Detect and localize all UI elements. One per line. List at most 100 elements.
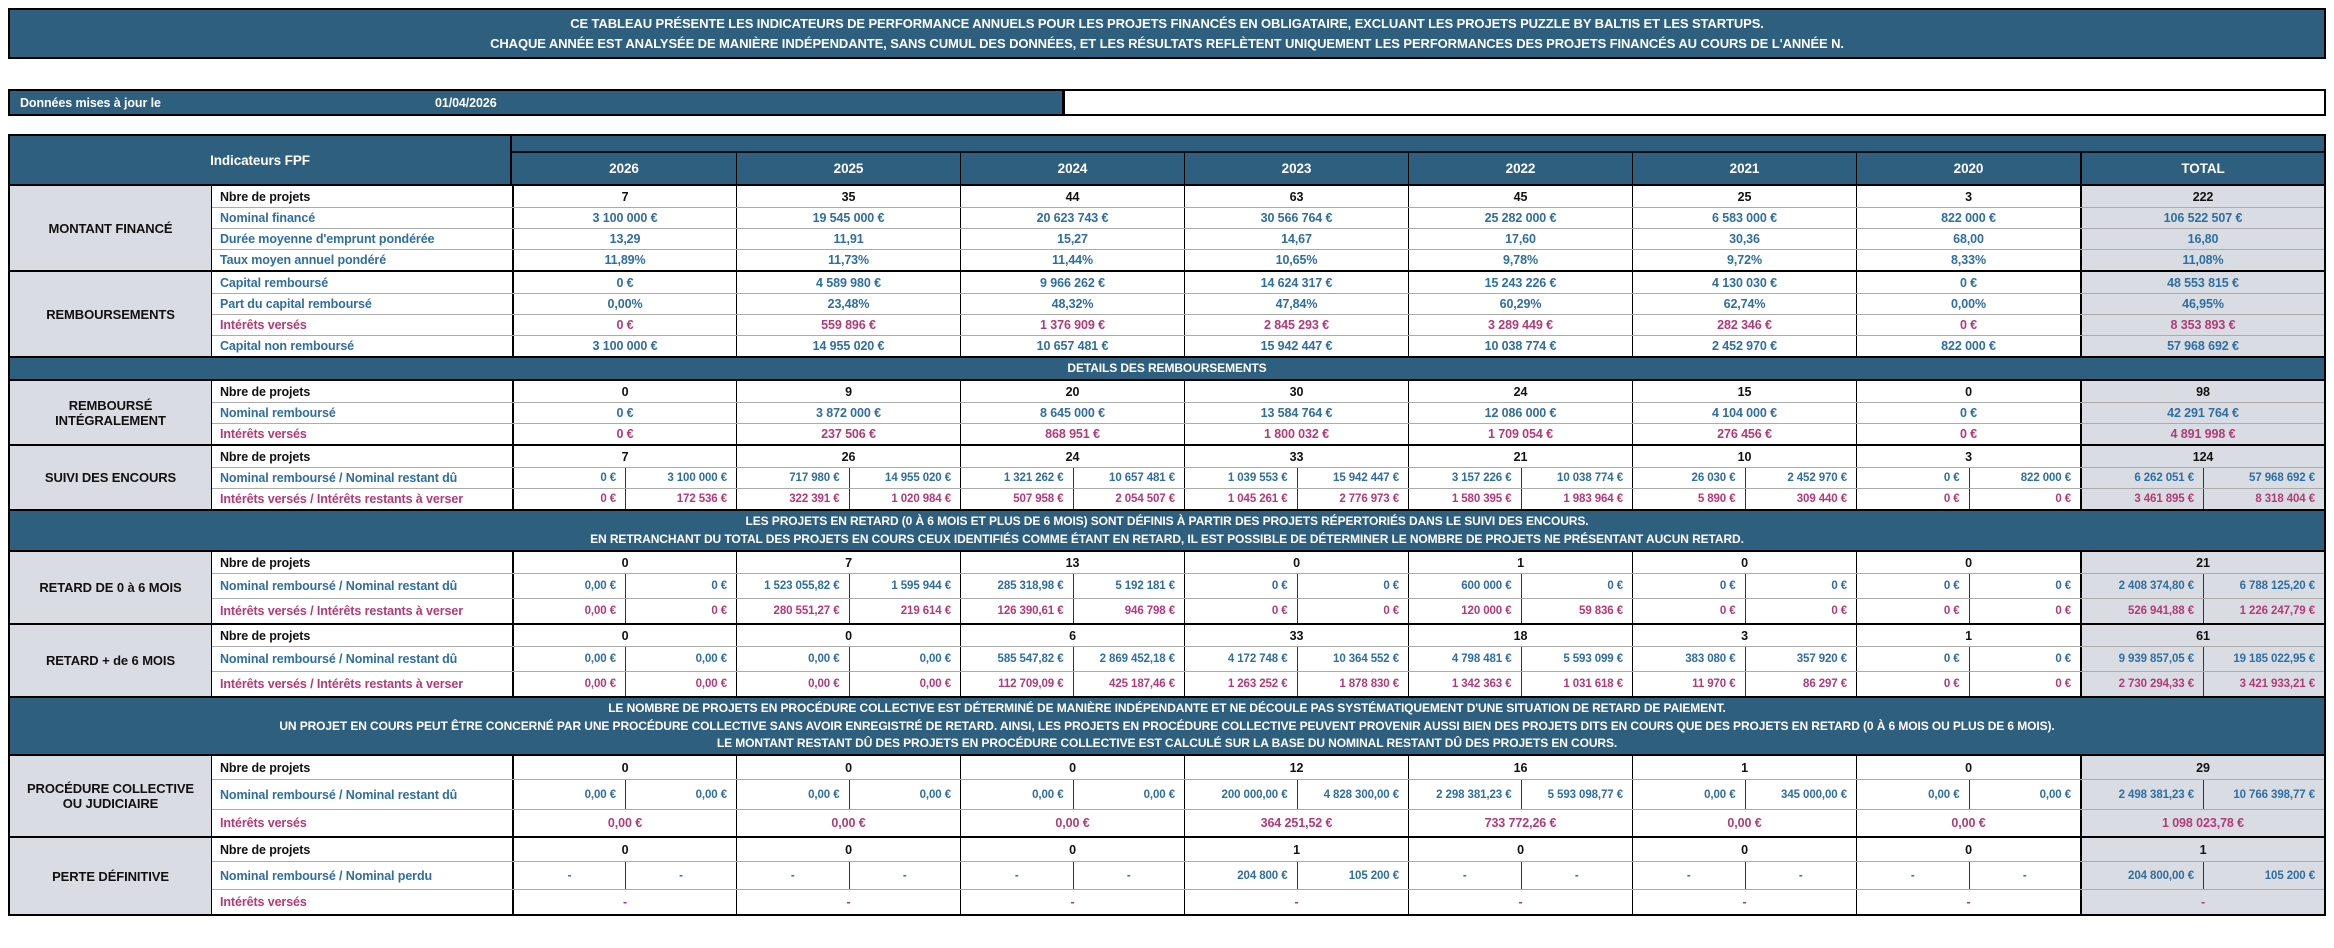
- value: 0: [736, 625, 960, 647]
- value: 2 408 374,80 €: [2118, 580, 2194, 593]
- cell: 6 262 051 € 57 968 692 €: [2080, 468, 2324, 489]
- value: 0,00 €: [625, 672, 736, 697]
- cell: 3 157 226 € 10 038 774 €: [1408, 468, 1632, 489]
- value: 4 828 300,00 €: [1296, 780, 1409, 810]
- value: 4 798 481 €: [1451, 653, 1512, 666]
- cell: 322 391 € 1 020 984 €: [736, 489, 960, 510]
- value: 98: [2080, 381, 2324, 403]
- section-montant-finance: MONTANT FINANCÉ Nbre de projets 7 35 44 63 45 2…: [10, 184, 2324, 270]
- value: 1 376 909 €: [960, 315, 1184, 335]
- value: 172 536 €: [625, 489, 736, 510]
- cell: --: [1632, 862, 1856, 890]
- value: 0,00 €: [625, 780, 736, 810]
- row-label: Nominal remboursé / Nominal restant dû: [220, 471, 458, 486]
- row-label: Nbre de projets: [220, 842, 311, 857]
- year-header-2023: 2023: [1184, 153, 1408, 184]
- value: 19 185 022,95 €: [2203, 647, 2324, 672]
- value: 8 353 893 €: [2080, 315, 2324, 335]
- value: 15 243 226 €: [1408, 272, 1632, 293]
- cell: 0 € 0 €: [1184, 599, 1408, 624]
- cell: 0 € 822 000 €: [1856, 468, 2081, 489]
- value: 33: [1184, 446, 1408, 468]
- value: 0,00 €: [1032, 788, 1064, 801]
- value: 47,84%: [1184, 294, 1408, 314]
- cell: 0 € 0 €: [1856, 647, 2081, 672]
- row-label: Nbre de projets: [220, 760, 311, 775]
- group-label: PERTE DÉFINITIVE: [10, 838, 212, 915]
- value: 0,00 €: [512, 810, 736, 837]
- note-band: LE NOMBRE DE PROJETS EN PROCÉDURE COLLEC…: [10, 696, 2324, 755]
- value: 822 000 €: [1968, 468, 2081, 489]
- cell: --: [512, 862, 736, 890]
- value: 2 452 970 €: [1744, 468, 1857, 489]
- value: 14 955 020 €: [736, 336, 960, 356]
- value: 2 845 293 €: [1184, 315, 1408, 335]
- value: 0 €: [1943, 493, 1960, 506]
- row-label: Intérêts versés / Intérêts restants à ve…: [220, 677, 463, 692]
- value: 61: [2080, 625, 2324, 647]
- row-interets-verses-interets-restants-a-verser: Intérêts versés / Intérêts restants à ve…: [212, 671, 2324, 697]
- value: 9,72%: [1632, 250, 1856, 270]
- cell: 0,00 € 0,00 €: [736, 672, 960, 697]
- value: 0 €: [1856, 272, 2080, 293]
- cell: 204 800 € 105 200 €: [1184, 862, 1408, 890]
- note-line: DETAILS DES REMBOURSEMENTS: [1067, 361, 1267, 375]
- value: 15 942 447 €: [1184, 336, 1408, 356]
- value: 6 583 000 €: [1632, 208, 1856, 228]
- value: -: [1632, 890, 1856, 915]
- value: -: [2080, 890, 2324, 915]
- row-capital-non-rembourse: Capital non remboursé 3 100 000 €14 955 0…: [212, 335, 2324, 356]
- value: 8 318 404 €: [2203, 489, 2324, 510]
- value: 16: [1408, 756, 1632, 780]
- group-label: PROCÉDURE COLLECTIVE OU JUDICIAIRE: [10, 756, 212, 837]
- value: 1 342 363 €: [1451, 678, 1512, 691]
- note-band: DETAILS DES REMBOURSEMENTS: [10, 356, 2324, 380]
- value: 11,89%: [512, 250, 736, 270]
- value: 86 297 €: [1744, 672, 1857, 697]
- value: 7: [512, 186, 736, 207]
- value: 0 €: [512, 272, 736, 293]
- cell: 2 408 374,80 € 6 788 125,20 €: [2080, 574, 2324, 599]
- value: 0,00 €: [848, 780, 961, 810]
- value: 0,00 €: [584, 678, 616, 691]
- value: 18: [1408, 625, 1632, 647]
- value: -: [848, 862, 961, 890]
- value: 0 €: [625, 574, 736, 599]
- group-label: SUIVI DES ENCOURS: [10, 446, 212, 510]
- row-nbre-de-projets: Nbre de projets 0 0 0 12 16 1 0 29: [212, 756, 2324, 780]
- value: 0: [1408, 838, 1632, 862]
- value: 0 €: [512, 424, 736, 445]
- value: 0 €: [1968, 647, 2081, 672]
- value: 0,00 €: [1632, 810, 1856, 837]
- cell: 4 172 748 € 10 364 552 €: [1184, 647, 1408, 672]
- value: 57 968 692 €: [2203, 468, 2324, 489]
- value: 0: [1856, 838, 2080, 862]
- value: 1 523 055,82 €: [764, 580, 840, 593]
- value: 1 709 054 €: [1408, 424, 1632, 445]
- value: 0,00 €: [584, 605, 616, 618]
- value: 0: [1632, 838, 1856, 862]
- value: 13: [960, 552, 1184, 574]
- value: 0,00 €: [584, 788, 616, 801]
- value: -: [790, 869, 795, 882]
- value: 0,00%: [512, 294, 736, 314]
- value: 12: [1184, 756, 1408, 780]
- row-interets-verses-interets-restants-a-verser: Intérêts versés / Intérêts restants à ve…: [212, 598, 2324, 624]
- row-label: Nominal financé: [220, 211, 316, 225]
- row-label: Nbre de projets: [220, 449, 311, 464]
- cell: 526 941,88 € 1 226 247,79 €: [2080, 599, 2324, 624]
- value: 0 €: [600, 472, 616, 485]
- section-rows: Nbre de projets 7 26 24 33 21 10 3 124 Nominal re…: [212, 446, 2324, 510]
- cell: 0 € 0 €: [1856, 599, 2080, 624]
- value: 63: [1184, 186, 1408, 207]
- value: 0,00 €: [1072, 780, 1185, 810]
- row-taux-moyen-annuel-pondere: Taux moyen annuel pondéré 11,89% 11,73% 11,…: [212, 249, 2324, 270]
- value: 733 772,26 €: [1408, 810, 1632, 837]
- year-header-2026: 2026: [609, 161, 639, 176]
- value: 15: [1632, 381, 1856, 403]
- value: 0 €: [625, 599, 736, 624]
- row-label: Nbre de projets: [220, 628, 311, 643]
- row-label: Nbre de projets: [220, 384, 311, 399]
- value: 35: [736, 186, 960, 207]
- value: 14 955 020 €: [848, 468, 961, 489]
